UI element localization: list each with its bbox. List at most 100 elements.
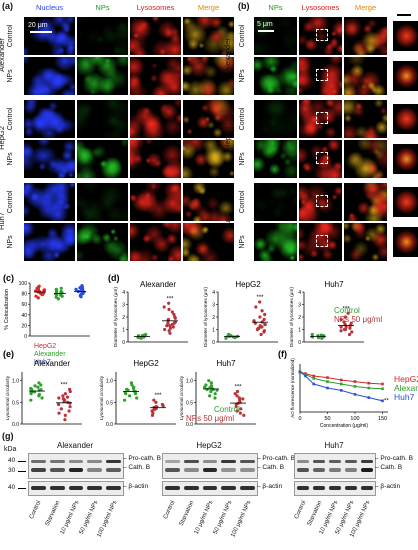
band-label-cath-b: – Cath. B [257, 464, 285, 471]
panel-e-label: (e) [3, 349, 14, 359]
data-point [40, 396, 44, 400]
data-point [67, 409, 71, 413]
data-point [310, 335, 315, 339]
data-point [326, 380, 329, 383]
legend-entry: Control [334, 306, 360, 315]
data-point [163, 327, 167, 332]
band-label-pro-cath-b: – Pro-cath. B [123, 455, 161, 462]
data-point [367, 386, 371, 390]
panel-a-image-alexander-control-0 [24, 17, 75, 55]
data-point [63, 418, 67, 422]
band-cath-b [313, 468, 325, 472]
panel-b-image-alexander-control-2 [344, 17, 387, 55]
panel-b-image-hepg2-control-1 [299, 100, 342, 138]
panel-b-image-alexander-control-0 [254, 17, 297, 55]
data-point [59, 407, 63, 411]
data-point [129, 381, 134, 385]
mw-marker-40: 40 [8, 457, 16, 464]
panel-a-image-alexander-nps-1 [77, 57, 128, 95]
panel-b-image-hepg2-control-0 [254, 100, 297, 138]
data-point [343, 327, 347, 332]
band-pro-cath-b [221, 460, 237, 463]
band-cath-b [297, 468, 309, 472]
band-label-beta-actin: – β-actin [123, 483, 149, 490]
data-point [54, 287, 58, 291]
data-point [63, 413, 67, 417]
data-point [36, 296, 40, 300]
panel-a-image-huh7-control-2 [130, 183, 181, 221]
panel-a-image-hepg2-nps-2 [130, 140, 181, 178]
y-tick-label: 3 [122, 303, 125, 309]
legend-entry: NPs 50 μg/ml [334, 315, 382, 324]
y-tick-label: 1.0 [106, 379, 113, 385]
band-beta-actin [202, 486, 218, 490]
band-beta-actin [221, 486, 237, 490]
data-point [367, 396, 371, 399]
y-tick-label: 0.0 [106, 422, 113, 428]
data-point [144, 332, 148, 337]
subplot-title: Huh7 [324, 280, 344, 289]
data-point [312, 374, 316, 378]
data-point [326, 386, 329, 390]
panel-a-image-huh7-control-0 [24, 183, 75, 221]
x-tick-label: 0 [298, 416, 301, 422]
panel-b-header-0: NPs [268, 3, 283, 12]
band-beta-actin [345, 486, 357, 490]
data-point [258, 300, 262, 304]
data-point [68, 387, 72, 391]
band-cath-b [329, 468, 341, 472]
panel-a-header-2: Lysosomes [136, 3, 175, 12]
legend-entry: Control [214, 405, 240, 414]
legend-entry: Huh7 [34, 359, 51, 366]
significance-marker: *** [166, 296, 174, 302]
panel-b-zoom-alexander-control [393, 21, 418, 51]
band-cath-b [221, 468, 237, 472]
data-point [208, 386, 212, 390]
data-point [33, 384, 37, 388]
blot-cathepsin-2 [294, 453, 376, 479]
band-beta-actin [361, 486, 373, 490]
data-point [171, 325, 175, 329]
y-axis-label: % Colocalization [4, 289, 10, 330]
data-point [348, 326, 352, 330]
data-point [168, 331, 172, 335]
x-tick-label: 150 [378, 416, 387, 422]
series-line [299, 371, 383, 385]
band-beta-actin [297, 486, 309, 490]
data-point [241, 397, 245, 401]
kda-label: kDa [4, 446, 17, 453]
data-point [170, 310, 174, 314]
data-point [37, 284, 41, 288]
y-axis-label: Diameter of lysosomes (μm) [113, 287, 119, 347]
data-point [154, 400, 158, 404]
data-point [263, 322, 267, 327]
data-point [304, 373, 307, 376]
data-point [238, 411, 242, 415]
band-cath-b [361, 468, 373, 472]
mw-marker-40-actin: 40 [8, 484, 16, 491]
blot-cathepsin-1 [162, 453, 258, 479]
band-pro-cath-b [165, 460, 180, 463]
significance-marker: *** [256, 295, 264, 301]
panel-b-image-hepg2-nps-2 [344, 140, 387, 178]
panel-b-zoom-box [315, 235, 328, 247]
data-point [343, 315, 348, 319]
data-point [258, 315, 262, 319]
data-point [63, 392, 68, 396]
panel-b-zoom-huh7-nps [393, 227, 418, 257]
data-point [381, 387, 384, 391]
panel-b-zoom-hepg2-nps [393, 144, 418, 174]
data-point [68, 405, 72, 409]
data-point [172, 312, 176, 317]
blot-title: HepG2 [196, 441, 222, 450]
band-pro-cath-b [313, 460, 325, 463]
panel-b-image-huh7-nps-1 [299, 223, 342, 261]
band-cath-b [68, 468, 84, 472]
panel-g-label: (g) [2, 431, 14, 441]
panel-a-header-3: Merge [197, 3, 220, 12]
band-cath-b [49, 468, 65, 472]
panel-b-zoom-huh7-control [393, 187, 418, 217]
data-point [312, 382, 316, 386]
band-cath-b [165, 468, 180, 472]
